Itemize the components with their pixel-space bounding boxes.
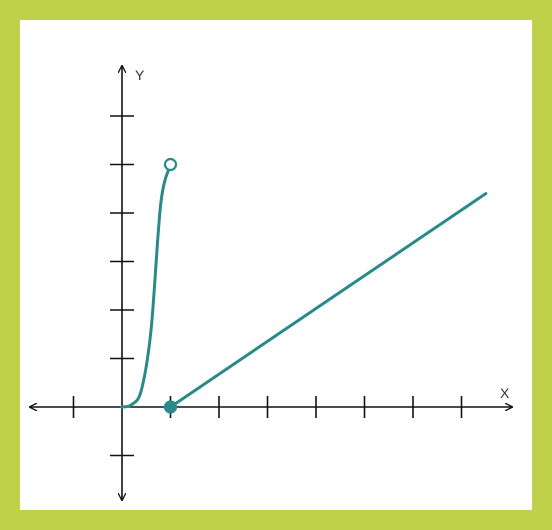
curve-series [120,163,172,409]
y-axis-label: Y [135,67,145,83]
series-group [120,157,488,414]
closed-endpoint [163,400,178,414]
axis-ticks [72,115,463,457]
open-endpoint [163,157,178,172]
line-series [169,192,488,409]
x-axis-label: X [500,385,510,401]
